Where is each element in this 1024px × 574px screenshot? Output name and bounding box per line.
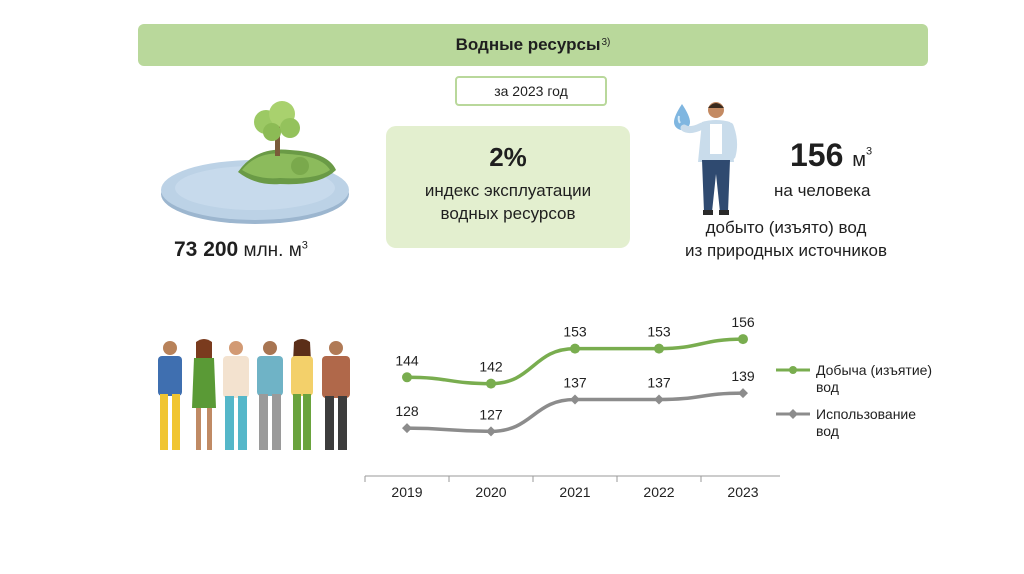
- legend-item-usage: Использование вод: [774, 406, 956, 440]
- legend-usage-line2: вод: [816, 423, 839, 439]
- person-figure-1: [158, 341, 182, 450]
- person-water-drop-icon: [674, 102, 738, 215]
- legend-extraction-marker-icon: [776, 366, 810, 374]
- page-title: Водные ресурсы: [455, 35, 601, 54]
- point-extraction-2023: [738, 334, 748, 345]
- per-capita-value: 156: [790, 137, 844, 173]
- x-tick-label-2021: 2021: [559, 484, 590, 500]
- legend-usage-marker-icon: [776, 409, 810, 419]
- per-capita-unit-sup: 3: [866, 145, 873, 158]
- resources-unit-sup: 3: [301, 239, 308, 252]
- x-tick-label-2022: 2022: [643, 484, 674, 500]
- point-usage-2022: [654, 394, 664, 405]
- person-figure-3: [223, 341, 249, 450]
- person-figure-2: [192, 339, 216, 450]
- period-label: за 2023 год: [455, 76, 607, 106]
- legend-usage-line1: Использование: [816, 406, 917, 422]
- exploitation-index-box: 2% индекс эксплуатации водных ресурсов: [386, 126, 630, 248]
- index-label-line2: водных ресурсов: [440, 204, 576, 223]
- extracted-line1: добыто (изъято) вод: [705, 218, 867, 237]
- data-label-0-2021: 153: [563, 324, 587, 340]
- resources-value: 73 200: [174, 238, 239, 261]
- lake-island-icon: [161, 101, 349, 224]
- per-capita-unit: м: [852, 149, 867, 171]
- per-capita-label: на человека: [774, 181, 871, 200]
- data-label-0-2023: 156: [731, 314, 755, 330]
- extracted-line2: из природных источников: [685, 241, 887, 260]
- data-label-0-2019: 144: [395, 352, 419, 368]
- resources-unit: млн. м: [243, 240, 302, 261]
- water-usage-line-chart: 144 142 153 153 156 128 127 137 137 139 2019 2020 2…: [364, 314, 780, 500]
- index-label-line1: индекс эксплуатации: [424, 181, 592, 200]
- water-resources-total: 73 200 млн. м3: [174, 238, 308, 262]
- per-capita-value-block: 156 м3: [790, 137, 872, 174]
- data-label-1-2021: 137: [563, 375, 587, 391]
- data-label-1-2019: 128: [395, 403, 419, 419]
- x-tick-label-2019: 2019: [391, 484, 422, 500]
- point-extraction-2022: [654, 343, 664, 354]
- extracted-description: добыто (изъято) вод из природных источни…: [668, 216, 904, 262]
- legend-item-extraction: Добыча (изъятие) вод: [774, 362, 956, 396]
- person-figure-6: [322, 341, 350, 450]
- point-usage-2019: [402, 423, 412, 434]
- data-label-0-2020: 142: [479, 359, 503, 375]
- data-label-0-2022: 153: [647, 324, 671, 340]
- point-extraction-2020: [486, 378, 496, 389]
- x-tick-label-2023: 2023: [727, 484, 758, 500]
- point-usage-2021: [570, 394, 580, 405]
- point-extraction-2019: [402, 372, 412, 383]
- people-group-icon: [158, 339, 350, 450]
- person-figure-5: [291, 339, 313, 450]
- person-figure-4: [257, 341, 283, 450]
- chart-legend: Добыча (изъятие) вод Использование вод: [774, 362, 956, 450]
- point-usage-2020: [486, 426, 496, 437]
- point-usage-2023: [738, 388, 748, 399]
- point-extraction-2021: [570, 343, 580, 354]
- data-label-1-2020: 127: [479, 406, 503, 422]
- legend-extraction-line2: вод: [816, 379, 839, 395]
- data-label-1-2022: 137: [647, 375, 671, 391]
- x-tick-label-2020: 2020: [475, 484, 506, 500]
- data-label-1-2023: 139: [731, 368, 755, 384]
- index-value: 2%: [489, 142, 527, 172]
- legend-extraction-line1: Добыча (изъятие): [816, 362, 933, 378]
- page-header: Водные ресурсы 3): [138, 24, 928, 66]
- title-footnote: 3): [601, 36, 611, 48]
